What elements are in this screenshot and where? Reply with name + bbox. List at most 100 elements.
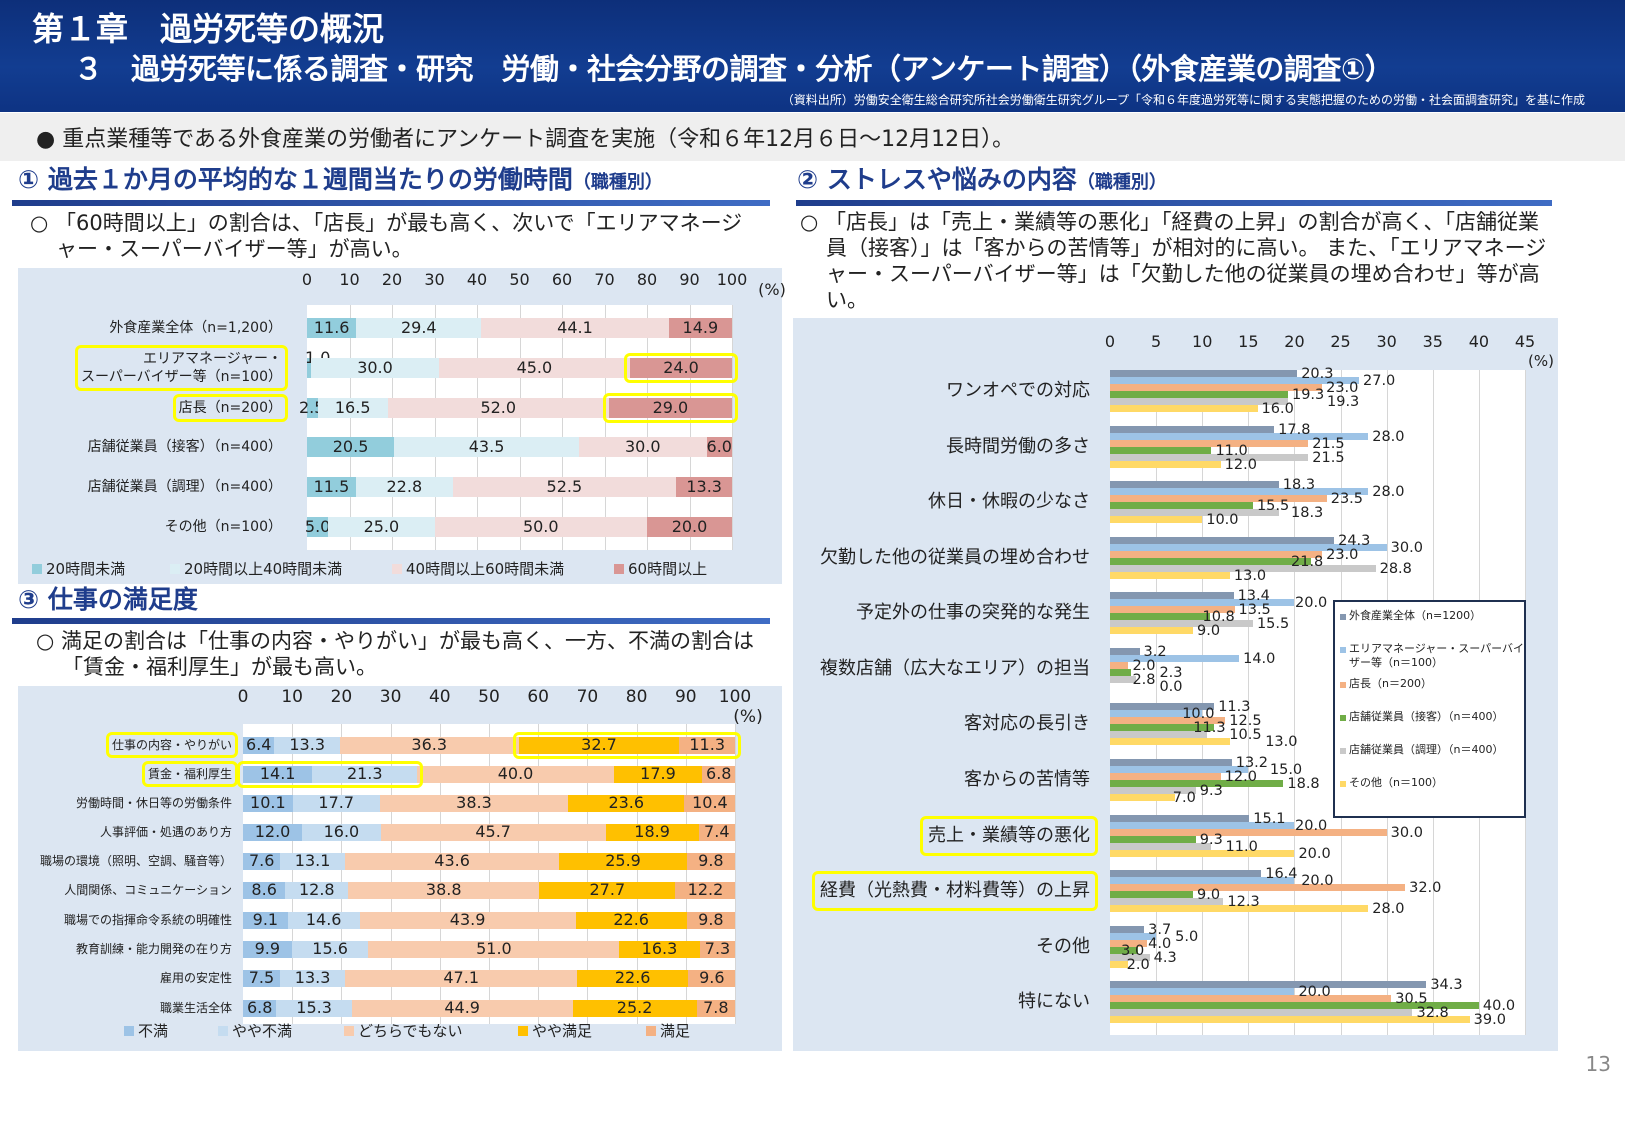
bar [1110,759,1232,766]
data-label: 30.5 [1395,990,1428,1007]
data-label: 13.3 [289,735,325,754]
bar-segment: 23.6 [568,794,685,812]
data-label: 10.1 [250,793,286,812]
legend-item: 20時間未満 [32,560,125,578]
bar-segment: 17.7 [292,794,380,812]
bar-segment: 22.6 [575,911,687,929]
section2-title: ② ストレスや悩みの内容 [797,165,1077,194]
bar-segment: 14.6 [287,911,360,929]
bar-segment: 38.3 [379,794,569,812]
bar [1110,905,1369,912]
bar [1110,655,1240,662]
slide-title: ３ 過労死等に係る調査・研究 労働・社会分野の調査・分析（アンケート調査）（外食… [74,52,1394,86]
data-label: 7.4 [704,822,730,841]
data-label: 3.7 [1148,921,1172,938]
bar [1110,954,1150,961]
data-label: 15.1 [1253,810,1286,827]
bar [1110,891,1193,898]
section2-description: ○ 「店長」は「売上・業績等の悪化」「経費の上昇」の割合が高く、「店舗従業員（接… [800,210,1547,312]
section1-heading: ① 過去１か月の平均的な１週間当たりの労働時間（職種別） [18,164,663,199]
legend-label: 不満 [138,1022,169,1040]
bar-segment: 13.3 [279,969,346,987]
data-label: 15.5 [1256,615,1290,632]
category-label: 店長（n=200） [178,400,282,416]
bar [1110,377,1359,384]
data-label: 6.8 [247,998,273,1017]
data-label: 32.8 [1416,1004,1449,1021]
legend-swatch [1340,748,1346,754]
data-label: 11.5 [313,477,350,496]
legend-label: 外食産業全体（n=1200） [1349,609,1482,622]
bar-segment: 9.8 [686,852,735,870]
bar [1110,731,1207,738]
data-label: 14.9 [682,318,719,337]
bar [1110,995,1392,1002]
gridline [349,305,351,550]
x-tick-label: 20 [1284,332,1305,351]
bar-segment: 9.6 [688,968,736,987]
gridline [477,305,478,550]
legend-swatch [32,564,42,574]
chart2-legend: 外食産業全体（n=1200） エリアマネージャー・スーパーバイザー等（n＝100）… [1333,600,1526,818]
x-tick-label: 60 [551,270,573,289]
data-label: 17.8 [1278,421,1311,438]
legend-label: 店舗従業員（接客）（n＝400） [1349,710,1504,723]
bar [1110,620,1253,627]
legend-label: 店長（n＝200） [1349,677,1432,690]
legend-label: やや満足 [532,1022,593,1040]
data-label: 10.5 [1229,726,1262,743]
legend-item: 店長（n＝200） [1340,677,1524,703]
bar-segment: 15.6 [291,940,369,958]
data-label: 21.3 [346,764,383,783]
data-label: 30.0 [1390,824,1423,841]
data-label: 20.0 [1295,594,1328,611]
data-label: 23.5 [1330,490,1364,507]
x-tick-label: 0 [1104,332,1116,351]
legend-label: 20時間未満 [46,560,126,578]
data-label: 40.0 [497,764,534,783]
data-label: 17.9 [640,764,676,783]
legend-item: 満足 [646,1022,690,1040]
bar [1110,433,1369,440]
data-label: 6.4 [246,735,272,754]
bar [1110,606,1235,613]
bar [1110,488,1369,495]
bar [1110,870,1262,877]
highlight-box [141,761,238,787]
bar [1110,815,1250,822]
bar [1110,829,1387,836]
bar-segment: 43.6 [344,851,560,870]
data-label: 15.3 [296,998,332,1017]
data-label: 11.0 [1225,838,1258,855]
bar-segment: 45.7 [380,823,606,841]
bar-segment: 15.3 [276,998,352,1017]
data-label: 43.5 [468,437,505,456]
legend-label: やや不満 [232,1022,293,1040]
legend-label: 満足 [660,1022,691,1040]
data-label: 2.0 [1126,956,1150,973]
data-label: 11.3 [689,735,725,754]
data-label: 9.6 [699,968,725,987]
data-label: 25.2 [616,998,653,1017]
legend-label: 店舗従業員（調理）（n＝400） [1349,743,1504,756]
x-tick-label: 30 [379,687,402,707]
data-label: 22.6 [614,968,651,987]
section1-subtitle: （職種別） [572,172,663,193]
bar [1110,961,1129,968]
bar [1110,391,1288,398]
bar [1110,509,1279,516]
legend-item: 60時間以上 [614,560,707,578]
legend-label: どちらでもない [358,1022,463,1040]
legend-label: エリアマネージャー・スーパーバイザー等（n＝100） [1349,642,1525,669]
bar [1110,836,1196,843]
legend-item: どちらでもない [344,1022,463,1040]
data-label: 18.3 [1282,476,1316,493]
bar-segment: 43.9 [359,911,576,929]
bar [1110,780,1284,787]
bar [1110,370,1298,377]
bar-segment: 52.5 [452,477,676,497]
data-label: 2.8 [1132,671,1156,688]
data-label: 13.3 [686,477,722,496]
bar-segment: 10.4 [684,794,736,812]
data-label: 43.6 [434,851,470,870]
